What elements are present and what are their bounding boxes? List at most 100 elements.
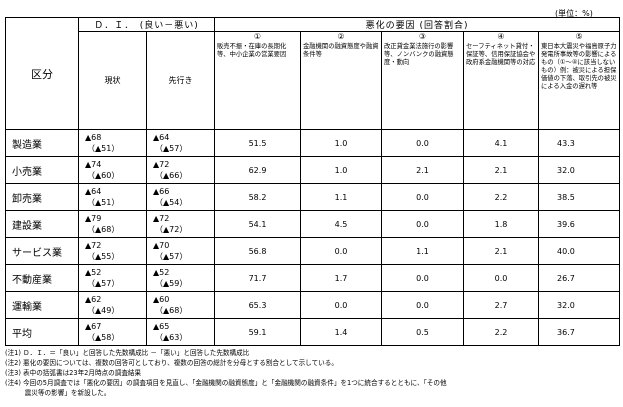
factor-1-value: 71.7	[214, 264, 301, 292]
factor-description: 東日本大震災や福島原子力発電所事故等の影響によるもの（①～④に該当しないもの）例…	[541, 43, 617, 90]
row-category: 不動産業	[5, 264, 79, 292]
factor-1-value: 54.1	[214, 210, 301, 238]
factor-description: セーフティネット貸付・保証等、信用保証協会や政府系金融機関等の対応	[466, 43, 536, 66]
di-current-cell: ▲68 （▲51）	[78, 129, 147, 157]
di-current-previous: （▲58）	[87, 333, 120, 342]
di-current-cell: ▲79 （▲68）	[78, 210, 147, 238]
row-category: 製造業	[5, 129, 79, 157]
factor-2-value: 1.0	[300, 156, 382, 184]
row-category: 運輸業	[5, 291, 79, 319]
factor-2-value: 1.0	[300, 129, 382, 157]
factor-3-value: 0.0	[381, 264, 464, 292]
di-forecast-cell: ▲64 （▲57）	[146, 129, 215, 157]
di-forecast-previous: （▲54）	[155, 198, 188, 207]
di-table: 区分 Ｄ．Ｉ． (良い－悪い) 悪化の要因 (回答割合) 現状 先行き ① 販売…	[5, 17, 621, 346]
di-current-value: ▲52	[85, 268, 102, 277]
factor-header-5: ⑤ 東日本大震災や福島原子力発電所事故等の影響によるもの（①～④に該当しないもの…	[537, 31, 621, 130]
factor-4-value: 4.1	[463, 129, 539, 157]
factor-1-value: 65.3	[214, 291, 301, 319]
factor-3-value: 0.0	[381, 183, 464, 211]
factor-3-value: 1.1	[381, 237, 464, 265]
di-current-cell: ▲67 （▲58）	[78, 318, 147, 346]
di-forecast-previous: （▲59）	[155, 279, 188, 288]
factor-header-1: ① 販売不振・在庫の長期化等、中小企業の営業要因	[214, 31, 301, 130]
di-current-previous: （▲51）	[87, 144, 120, 153]
factor-number: ④	[497, 32, 505, 41]
footnote: (注1) Ｄ．Ｉ．＝「良い」と回答した先数構成比 －「悪い」と回答した先数構成比	[5, 349, 250, 357]
di-current-previous: （▲68）	[87, 225, 120, 234]
factor-5-value: 32.0	[537, 156, 621, 184]
factor-1-value: 56.8	[214, 237, 301, 265]
di-forecast-cell: ▲72 （▲66）	[146, 156, 215, 184]
factor-5-value: 40.0	[537, 237, 621, 265]
di-current-value: ▲72	[85, 241, 102, 250]
di-forecast-value: ▲60	[153, 295, 170, 304]
di-current-previous: （▲60）	[87, 171, 120, 180]
factor-2-value: 4.5	[300, 210, 382, 238]
factor-3-value: 0.5	[381, 318, 464, 346]
di-current-value: ▲67	[85, 322, 102, 331]
table-row-wholesale: 卸売業 ▲64 （▲51） ▲66 （▲54） 58.2 1.1 0.0 2.2 3…	[5, 183, 621, 211]
factor-description: 販売不振・在庫の長期化等、中小企業の営業要因	[217, 43, 287, 58]
table-row-real-estate: 不動産業 ▲52 （▲57） ▲52 （▲59） 71.7 1.7 0.0 0.0 …	[5, 264, 621, 292]
table-row-manufacturing: 製造業 ▲68 （▲51） ▲64 （▲57） 51.5 1.0 0.0 4.1 4…	[5, 129, 621, 157]
di-forecast-cell: ▲60 （▲68）	[146, 291, 215, 319]
factor-4-value: 1.8	[463, 210, 539, 238]
table-row-transport: 運輸業 ▲62 （▲49） ▲60 （▲68） 65.3 0.0 0.0 2.7 3…	[5, 291, 621, 319]
di-forecast-value: ▲72	[153, 160, 170, 169]
factor-4-value: 2.2	[463, 318, 539, 346]
factor-2-value: 1.4	[300, 318, 382, 346]
factor-header-2: ② 金融機関の融資態度や融資条件等	[300, 31, 382, 130]
factor-4-value: 2.7	[463, 291, 539, 319]
di-current-cell: ▲74 （▲60）	[78, 156, 147, 184]
di-forecast-previous: （▲63）	[155, 333, 188, 342]
factor-2-value: 1.1	[300, 183, 382, 211]
factor-number: ①	[253, 32, 262, 41]
di-current-previous: （▲51）	[87, 198, 120, 207]
header-di-group: Ｄ．Ｉ． (良い－悪い)	[78, 17, 215, 32]
factor-3-value: 0.0	[381, 129, 464, 157]
di-forecast-cell: ▲65 （▲63）	[146, 318, 215, 346]
row-category: 小売業	[5, 156, 79, 184]
factor-4-value: 2.1	[463, 237, 539, 265]
factor-2-value: 0.0	[300, 237, 382, 265]
factor-3-value: 0.0	[381, 210, 464, 238]
table-row-services: サービス業 ▲72 （▲55） ▲70 （▲57） 56.8 0.0 1.1 2.1…	[5, 237, 621, 265]
factor-4-value: 2.2	[463, 183, 539, 211]
factor-description: 金融機関の融資態度や融資条件等	[303, 43, 379, 58]
di-forecast-value: ▲52	[153, 268, 170, 277]
factor-5-value: 36.7	[537, 318, 621, 346]
footnotes: (注1) Ｄ．Ｉ．＝「良い」と回答した先数構成比 －「悪い」と回答した先数構成比…	[5, 348, 619, 398]
row-category: 卸売業	[5, 183, 79, 211]
di-current-cell: ▲64 （▲51）	[78, 183, 147, 211]
footnote: (注3) 表中の括弧書は23年2月時点の調査結果	[5, 369, 142, 377]
factor-header-4: ④ セーフティネット貸付・保証等、信用保証協会や政府系金融機関等の対応	[463, 31, 539, 130]
factor-1-value: 51.5	[214, 129, 301, 157]
di-current-value: ▲68	[85, 133, 102, 142]
factor-5-value: 26.7	[537, 264, 621, 292]
factor-2-value: 0.0	[300, 291, 382, 319]
di-current-cell: ▲72 （▲55）	[78, 237, 147, 265]
di-forecast-previous: （▲57）	[155, 252, 188, 261]
di-current-value: ▲74	[85, 160, 102, 169]
di-forecast-cell: ▲52 （▲59）	[146, 264, 215, 292]
header-factor-group: 悪化の要因 (回答割合)	[213, 17, 621, 32]
footnote: 震災等の影響」を新設した。	[5, 389, 111, 397]
factor-number: ⑤	[575, 32, 583, 41]
factor-3-value: 2.1	[381, 156, 464, 184]
table-row-construction: 建設業 ▲79 （▲68） ▲72 （▲72） 54.1 4.5 0.0 1.8 3…	[5, 210, 621, 238]
di-current-value: ▲64	[85, 187, 102, 196]
factor-2-value: 1.7	[300, 264, 382, 292]
di-current-previous: （▲57）	[87, 279, 120, 288]
di-current-cell: ▲62 （▲49）	[78, 291, 147, 319]
di-forecast-value: ▲70	[153, 241, 170, 250]
factor-1-value: 58.2	[214, 183, 301, 211]
header-category: 区分	[5, 17, 79, 130]
factor-5-value: 32.0	[537, 291, 621, 319]
factor-5-value: 39.6	[537, 210, 621, 238]
di-current-value: ▲62	[85, 295, 102, 304]
row-category: 平均	[5, 318, 79, 346]
factor-5-value: 43.3	[537, 129, 621, 157]
factor-5-value: 38.5	[537, 183, 621, 211]
header-di-forecast: 先行き	[146, 31, 215, 130]
